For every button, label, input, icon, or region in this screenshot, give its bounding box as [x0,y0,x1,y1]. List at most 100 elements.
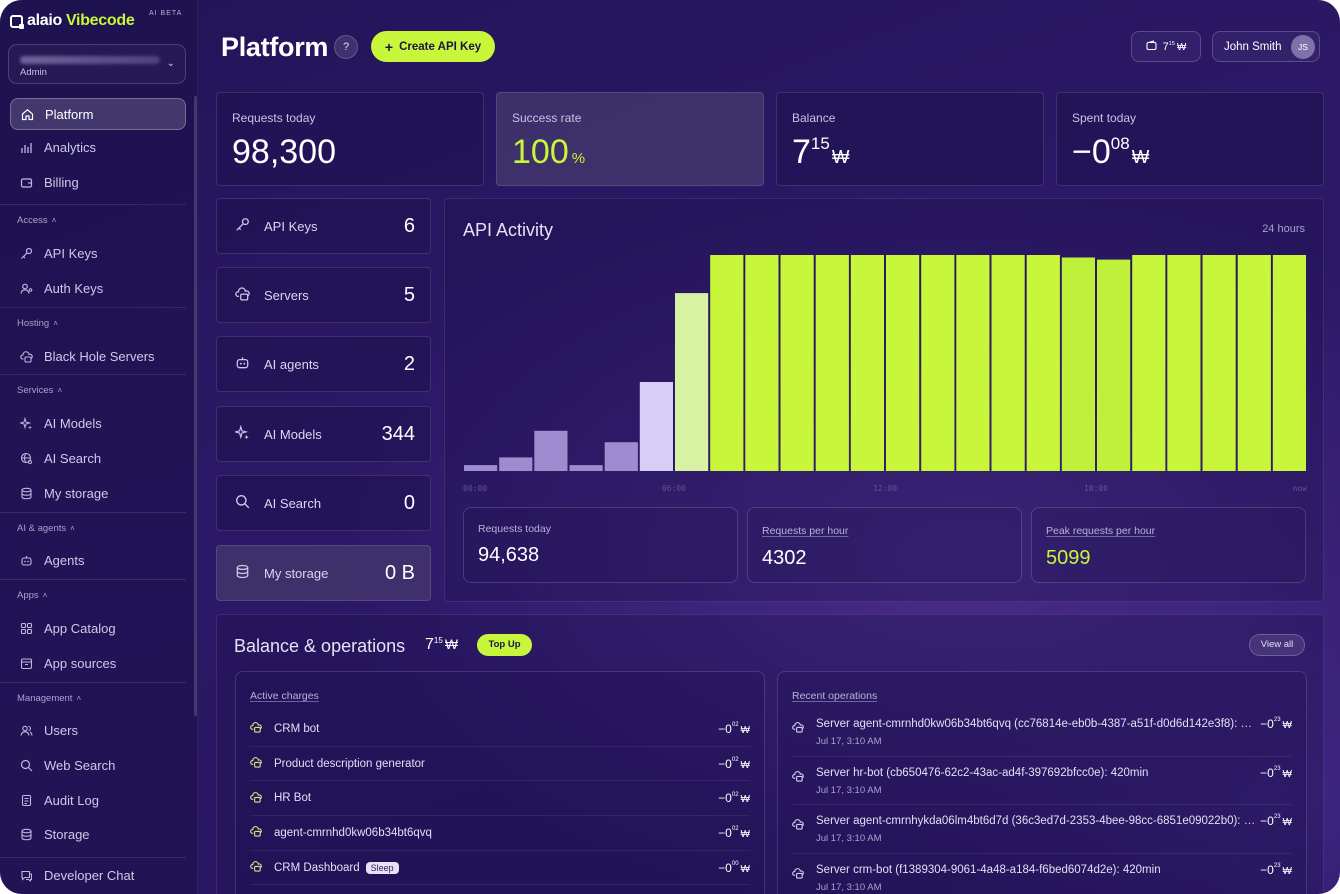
section-ai-agents[interactable]: AI & agents ˄ [0,511,186,544]
active-charges-panel: Active charges CRM bot −002 ₩ Product descr… [235,671,765,894]
operation-row[interactable]: Server crm-bot (f1389304-9061-4a48-a184-… [792,854,1292,894]
charge-row[interactable]: HR Bot −002 ₩ [250,781,750,817]
sidebar-item-my-storage[interactable]: My storage [0,476,198,511]
tile-ai-search[interactable]: AI Search 0 [216,475,431,531]
activity-bar[interactable] [464,465,498,471]
activity-bar[interactable] [991,255,1025,471]
sidebar-item-analytics[interactable]: Analytics [0,130,198,165]
activity-bar[interactable] [499,457,533,471]
sidebar-nav: Platform Analytics Billing Access ˄ API K… [0,96,198,892]
chevron-up-icon: ˄ [70,523,75,533]
header-balance-button[interactable]: 715 ₩ [1131,31,1201,62]
activity-bar[interactable] [1132,255,1166,471]
top-up-button[interactable]: Top Up [477,634,532,656]
charge-row[interactable]: agent-cmrnhd0kw06b34bt6qvq −002 ₩ [250,816,750,851]
create-api-key-label: Create API Key [399,40,482,53]
sidebar-item-label: Billing [44,174,79,190]
activity-bar[interactable] [710,255,744,471]
sidebar-item-app-catalog[interactable]: App Catalog [0,611,198,646]
charge-row[interactable]: Product description generator −002 ₩ [250,747,750,782]
sidebar-item-developer-chat[interactable]: Developer Chat [0,857,186,892]
beta-label: AI BETA [149,10,183,17]
activity-bar[interactable] [1272,255,1306,471]
activity-bar[interactable] [1097,259,1131,471]
user-menu[interactable]: John Smith JS [1212,31,1320,62]
sidebar-item-label: Storage [44,827,90,843]
operation-row[interactable]: Server agent-cmrnhd0kw06b34bt6qvq (cc768… [792,708,1292,757]
section-apps[interactable]: Apps ˄ [0,579,186,611]
sidebar-item-platform[interactable]: Platform [10,98,186,130]
operation-row[interactable]: Server hr-bot (cb650476-62c2-43ac-ad4f-3… [792,757,1292,805]
stat-value: 715₩ [792,133,849,172]
section-label: Apps [17,590,39,602]
activity-bar[interactable] [850,255,884,471]
activity-bar[interactable] [745,255,779,471]
activity-bar[interactable] [675,293,709,471]
activity-bar[interactable] [1167,255,1201,471]
sidebar-item-auth-keys[interactable]: Auth Keys [0,271,198,306]
tile-my-storage[interactable]: My storage 0 B [216,545,431,601]
activity-bar[interactable] [1061,257,1095,472]
cloud-server-icon [234,286,250,304]
sidebar-item-storage[interactable]: Storage [0,818,198,853]
tile-ai-models[interactable]: AI Models 344 [216,406,431,462]
sidebar-item-black-hole-servers[interactable]: Black Hole Servers [0,339,198,374]
activity-bar[interactable] [569,465,603,471]
activity-bar[interactable] [1237,255,1271,471]
create-api-key-button[interactable]: + Create API Key [371,31,495,62]
sidebar-item-audit-log[interactable]: Audit Log [0,783,198,818]
logo[interactable]: alaio Vibecode AI BETA [10,10,181,30]
sidebar-item-ai-search[interactable]: AI Search [0,441,198,476]
section-access[interactable]: Access ˄ [0,204,186,236]
recent-operations-title[interactable]: Recent operations [792,690,878,702]
percent-unit: % [571,150,586,167]
sidebar-item-app-sources[interactable]: App sources [0,646,198,681]
sidebar-item-api-keys[interactable]: API Keys [0,236,198,271]
kpi-peak-requests: Peak requests per hour 5099 [1031,507,1306,583]
sidebar-item-users[interactable]: Users [0,714,198,749]
database-icon [19,828,33,842]
sidebar-item-web-search[interactable]: Web Search [0,748,198,783]
tile-servers[interactable]: Servers 5 [216,267,431,323]
section-services[interactable]: Services ˄ [0,374,186,406]
database-icon [234,564,250,582]
key-icon [19,247,33,261]
activity-bar[interactable] [886,255,920,471]
tile-ai-agents[interactable]: AI agents 2 [216,336,431,392]
charge-row[interactable]: CRM bot −002 ₩ [250,712,750,747]
activity-bar[interactable] [921,255,955,471]
activity-bar[interactable] [956,255,990,471]
time-range-label[interactable]: 24 hours [1262,223,1305,235]
activity-bar[interactable] [815,255,849,471]
activity-bar[interactable] [1202,255,1236,471]
stat-label: Success rate [512,111,582,125]
help-button[interactable]: ? [334,35,358,59]
balance-int: 7 [1162,40,1169,53]
currency-symbol: ₩ [1282,768,1292,780]
activity-bar[interactable] [780,255,814,471]
operation-row[interactable]: Server agent-cmrnhykda06lm4bt6d7d (36c3e… [792,805,1292,854]
tile-api-keys[interactable]: API Keys 6 [216,198,431,254]
activity-bar[interactable] [639,382,673,471]
active-charges-title[interactable]: Active charges [250,690,319,702]
activity-bar[interactable] [534,430,568,471]
tile-label: Servers [264,287,309,303]
account-switcher[interactable]: Admin ⌄ [8,44,186,84]
view-all-button[interactable]: View all [1249,634,1305,656]
x-tick-label: 18:00 [1084,484,1108,493]
tile-label: AI agents [264,356,319,372]
sidebar-item-billing[interactable]: Billing [0,165,198,200]
sidebar-item-ai-models[interactable]: AI Models [0,406,198,441]
sidebar-scrollbar[interactable] [194,96,197,716]
amount-int: −0 [1260,814,1274,828]
sidebar-item-agents[interactable]: Agents [0,544,198,579]
amount-frac: 02 [731,756,739,763]
charge-row[interactable]: CRM Dashboard Sleep −000 ₩ [250,851,750,886]
operation-amount: −023 ₩ [1260,717,1292,731]
amount-frac: 02 [731,826,739,833]
amount-frac: 02 [731,791,739,798]
section-hosting[interactable]: Hosting ˄ [0,306,186,339]
activity-bar[interactable] [604,442,638,471]
activity-bar[interactable] [1026,255,1060,471]
section-management[interactable]: Management ˄ [0,681,186,714]
